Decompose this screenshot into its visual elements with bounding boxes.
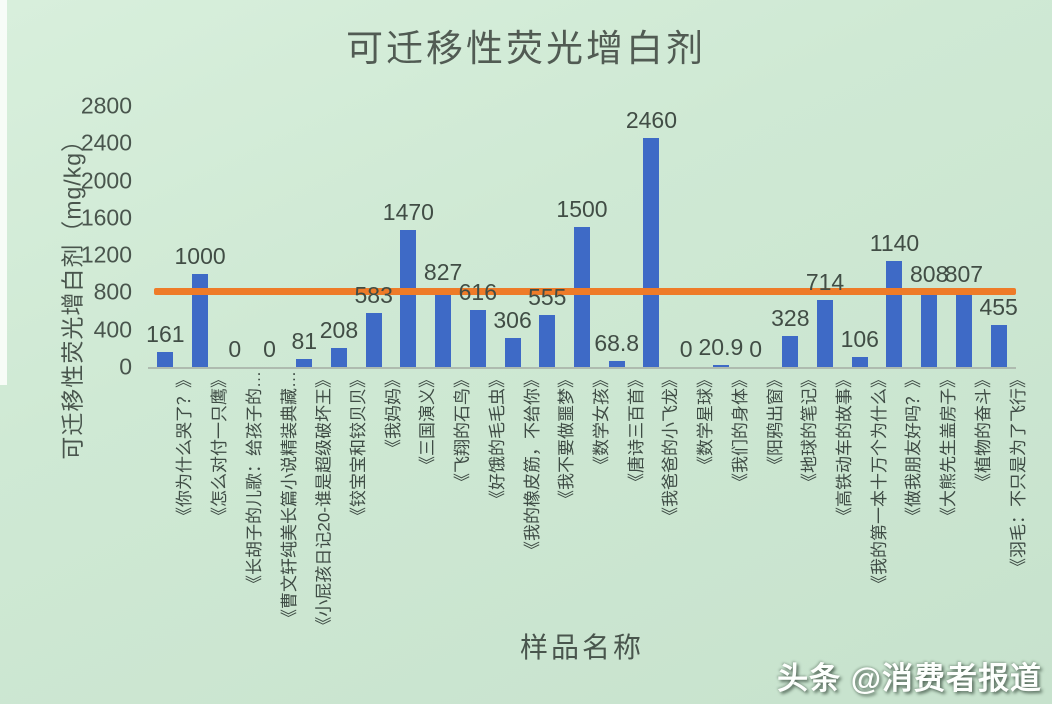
- bar-value-label: 616: [458, 279, 498, 305]
- y-axis-tick-label: 400: [93, 316, 132, 343]
- bar-value-label: 106: [840, 326, 879, 352]
- bar-value-label: 1000: [174, 243, 226, 269]
- category-axis: 《你为什么哭了？》 《怎么对付一只鹰》 《长胡子的儿歌：给孩子的… 《曹文轩纯美长篇小…: [148, 371, 1028, 656]
- bar-value-label: 583: [354, 282, 393, 308]
- x-axis-title: 样品名称: [519, 632, 644, 663]
- bar-2: [192, 274, 209, 367]
- bar-7: [365, 313, 382, 367]
- bar-9: [435, 290, 452, 367]
- y-axis-tick-label: 0: [119, 353, 132, 380]
- y-axis-tick-label: 2400: [80, 129, 132, 156]
- bar-value-label: 0: [228, 336, 242, 362]
- bar-19: [782, 336, 799, 367]
- y-axis-tick-label: 1600: [80, 204, 132, 231]
- bar-value-label: 0: [749, 336, 762, 362]
- bar-1: [157, 352, 174, 367]
- chart-title: 可迁移性荧光增白剂: [346, 28, 706, 69]
- bar-21: [851, 357, 868, 367]
- bar-23: [921, 292, 938, 367]
- y-axis-tick-label: 1200: [80, 241, 132, 268]
- category-label-cell: 《我爸爸的小飞龙》: [634, 371, 680, 656]
- bar-value-label: 455: [979, 294, 1018, 320]
- bar-11: [504, 338, 521, 367]
- category-label-cell: 《你为什么哭了？》: [148, 371, 194, 656]
- bar-value-label: 306: [493, 307, 532, 333]
- category-label-cell: 《飞翔的石鸟》: [426, 371, 472, 656]
- watermark-toutiao-handle: 头条 @消费者报道: [777, 661, 1042, 696]
- bar-5: [296, 359, 313, 367]
- category-label-cell: 《好饿的毛毛虫》: [460, 371, 507, 656]
- bar-value-label: 0: [263, 336, 276, 362]
- bar-13: [574, 227, 590, 367]
- y-axis-tick-label: 2000: [80, 167, 132, 194]
- bar-value-label: 714: [805, 269, 845, 295]
- category-label-cell: 《数学女孩》: [565, 371, 611, 656]
- bar-value-label: 20.9: [698, 334, 744, 360]
- category-label-cell: 《怎么对付一只鹰》: [183, 371, 229, 656]
- category-label-cell: 《大熊先生盖房子》: [912, 371, 958, 656]
- bar-value-label: 2460: [625, 107, 678, 133]
- bar-value-label: 1500: [556, 196, 608, 222]
- category-label-cell: 《我不要做噩梦》: [530, 371, 576, 656]
- category-label-cell: 《植物的奋斗》: [947, 371, 993, 656]
- plot-area: 161 1000 0 0 81 208 583 1470 827 616 306 555 1500 68.…: [146, 106, 1018, 369]
- category-label-cell: 《高铁动车的故事》: [808, 371, 854, 656]
- photo-edge-highlight: [0, 0, 7, 385]
- bar-20: [817, 300, 834, 367]
- bar-12: [539, 315, 556, 367]
- bar-value-label: 0: [679, 336, 693, 362]
- bar-value-label: 808: [910, 261, 949, 287]
- y-axis-tick-label: 2800: [80, 92, 132, 119]
- category-label-cell: 《长胡子的儿歌：给孩子的…: [217, 371, 264, 656]
- bar-15: [643, 138, 660, 367]
- bar-value-label: 827: [423, 259, 463, 285]
- category-label: 《羽毛：不只是为了飞行》: [1008, 371, 1028, 575]
- bar-value-label: 68.8: [594, 330, 640, 356]
- bar-25: [990, 325, 1007, 367]
- bar-17: [712, 365, 729, 367]
- bar-10: [469, 310, 486, 367]
- bar-value-label: 807: [944, 261, 984, 287]
- category-label-cell: 《数学星球》: [669, 371, 715, 656]
- category-label-cell: 《唐诗三百首》: [599, 371, 646, 656]
- category-label-cell: 《我们的身体》: [704, 371, 750, 656]
- bar-value-label: 161: [146, 321, 185, 347]
- bar-24: [955, 292, 972, 367]
- category-label-cell: 《我妈妈》: [356, 371, 403, 656]
- category-label-cell: 《曹文轩纯美长篇小说精装典藏…: [252, 371, 299, 656]
- bar-14: [608, 361, 625, 367]
- bar-value-label: 328: [771, 305, 810, 331]
- category-label-cell: 《小屁孩日记20-谁是超级破坏王》: [287, 371, 333, 656]
- bar-value-label: 1470: [382, 199, 434, 225]
- bar-22: [886, 261, 903, 367]
- bar-8: [400, 230, 417, 367]
- bar-value-label: 81: [291, 328, 318, 354]
- bar-value-label: 208: [319, 317, 359, 343]
- category-label-cell: 《我的橡皮筋，不给你》: [495, 371, 542, 656]
- category-label-cell: 《三国演义》: [391, 371, 437, 656]
- bar-value-label: 1140: [869, 230, 920, 256]
- category-label-cell: 《阳鸦出窗》: [738, 371, 785, 656]
- y-axis-tick-label: 800: [93, 278, 132, 305]
- category-label-cell: 《地球的笔记》: [773, 371, 819, 656]
- category-label-cell: 《铰宝宝和铰贝贝》: [322, 371, 368, 656]
- bar-value-label: 555: [528, 284, 567, 310]
- category-label-cell: 《羽毛：不只是为了飞行》: [981, 371, 1028, 656]
- category-label-cell: 《做我朋友好吗？》: [877, 371, 923, 656]
- bar-6: [330, 348, 347, 367]
- reference-line-800: [154, 288, 1016, 296]
- category-label-cell: 《我的第一本十万个为什么》: [842, 371, 889, 656]
